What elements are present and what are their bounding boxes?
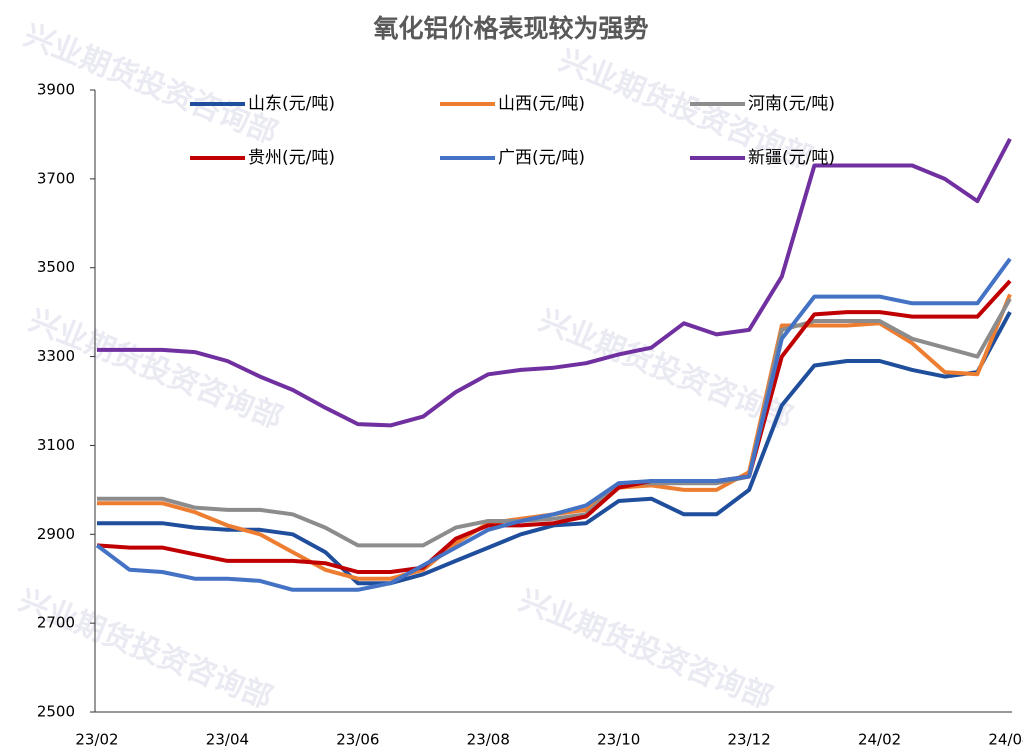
y-tick-label: 3700 (37, 169, 75, 187)
watermark: 兴业期货投资咨询部 (534, 303, 797, 437)
legend-label: 河南(元/吨) (748, 94, 835, 114)
legend-label: 广西(元/吨) (498, 148, 585, 168)
x-tick-label: 23/04 (206, 731, 249, 749)
x-tick-label: 24/02 (858, 731, 901, 749)
y-tick-label: 3500 (37, 258, 75, 276)
line-series (96, 279, 1012, 574)
x-tick-label: 24/04 (988, 731, 1023, 749)
x-tick-label: 23/12 (728, 731, 771, 749)
y-tick-label: 3900 (37, 81, 75, 99)
watermark: 兴业期货投资咨询部 (514, 583, 777, 717)
y-tick-label: 2500 (37, 703, 75, 721)
legend-label: 山西(元/吨) (498, 94, 585, 114)
x-tick-label: 23/06 (336, 731, 379, 749)
chart-title: 氧化铝价格表现较为强势 (372, 14, 648, 43)
legend-label: 贵州(元/吨) (248, 148, 335, 168)
line-series (97, 137, 1012, 428)
line-series (97, 297, 1012, 548)
watermark: 兴业期货投资咨询部 (14, 583, 277, 717)
legend-label: 山东(元/吨) (248, 94, 335, 114)
y-tick-label: 2900 (37, 525, 75, 543)
x-tick-label: 23/08 (467, 731, 510, 749)
line-series (95, 257, 1012, 592)
x-tick-label: 23/02 (75, 731, 118, 749)
y-tick-label: 3300 (37, 347, 75, 365)
x-tick-label: 23/10 (597, 731, 640, 749)
line-series (97, 311, 1012, 586)
legend-label: 新疆(元/吨) (748, 148, 835, 168)
y-tick-label: 3100 (37, 436, 75, 454)
y-tick-label: 2700 (37, 614, 75, 632)
